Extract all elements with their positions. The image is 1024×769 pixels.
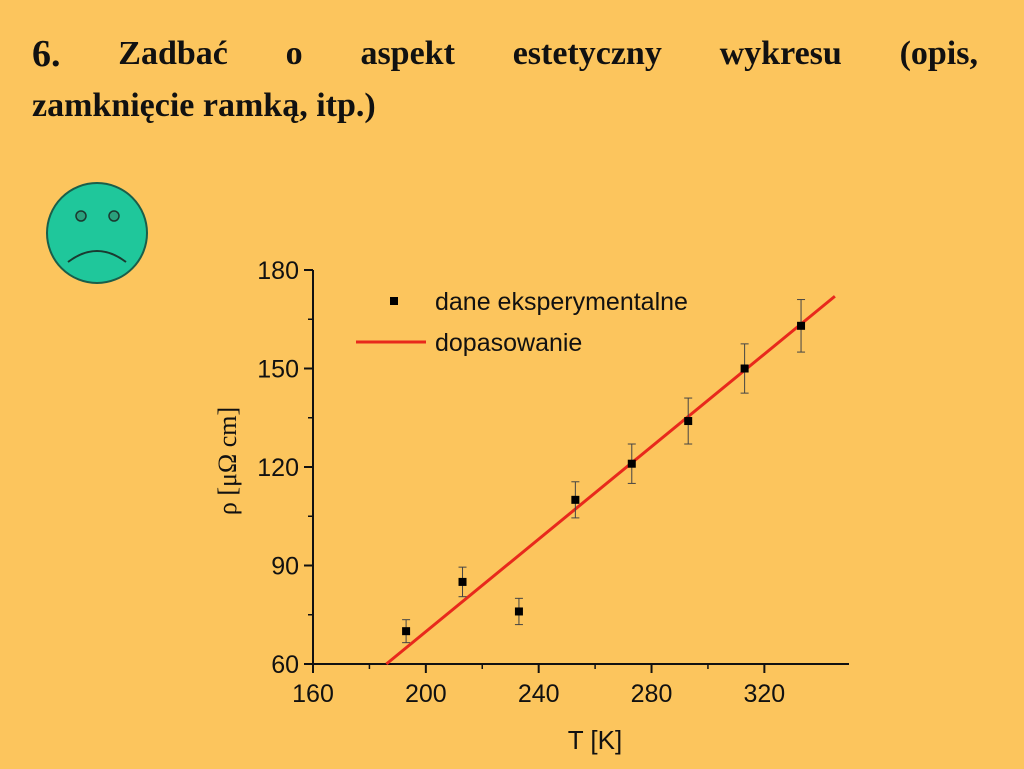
x-tick-label: 240 [518, 680, 560, 708]
heading-word: Zadbać [118, 35, 228, 72]
chart-legend: dane eksperymentalne dopasowanie [356, 288, 688, 357]
data-point [458, 577, 467, 586]
legend-label-line: dopasowanie [435, 329, 582, 357]
y-tick-label: 90 [271, 553, 299, 581]
chart-marks [385, 295, 836, 666]
heading-word: (opis, [899, 35, 978, 72]
heading-word: o [285, 35, 303, 72]
data-point [571, 495, 580, 504]
legend-marker-points [390, 297, 398, 305]
y-tick-label: 150 [257, 356, 299, 384]
legend-label-points: dane eksperymentalne [435, 288, 688, 316]
x-tick-label: 160 [292, 680, 334, 708]
face-frown [67, 250, 127, 263]
data-point [514, 607, 523, 616]
heading-number: 6. [32, 33, 61, 75]
x-tick-label: 200 [405, 680, 447, 708]
data-point [627, 459, 636, 468]
slide-heading: 6. Zadbać o aspekt estetyczny wykresu (o… [32, 28, 978, 132]
heading-word: aspekt [360, 35, 455, 72]
x-tick-label: 280 [631, 680, 673, 708]
data-point [402, 627, 411, 636]
data-point [684, 417, 693, 426]
heading-line-1: 6. Zadbać o aspekt estetyczny wykresu (o… [32, 28, 978, 80]
heading-line-2: zamknięcie ramką, itp.) [32, 87, 376, 124]
fit-line [385, 295, 836, 666]
y-tick-label: 180 [257, 257, 299, 285]
data-point [740, 364, 749, 373]
face-right-eye [108, 210, 120, 222]
x-axis-label: T [K] [568, 725, 622, 755]
y-tick-label: 60 [271, 651, 299, 679]
y-axis-label: ρ [μΩ cm] [213, 407, 242, 515]
heading-word: estetyczny [512, 35, 662, 72]
face-left-eye [75, 210, 87, 222]
x-tick-label: 320 [744, 680, 786, 708]
data-point [797, 321, 806, 330]
sad-face-icon [46, 182, 148, 284]
heading-word: wykresu [719, 35, 842, 72]
y-tick-label: 120 [257, 454, 299, 482]
chart-ticks: 160 200 240 280 320 60 90 120 150 180 [257, 257, 785, 708]
